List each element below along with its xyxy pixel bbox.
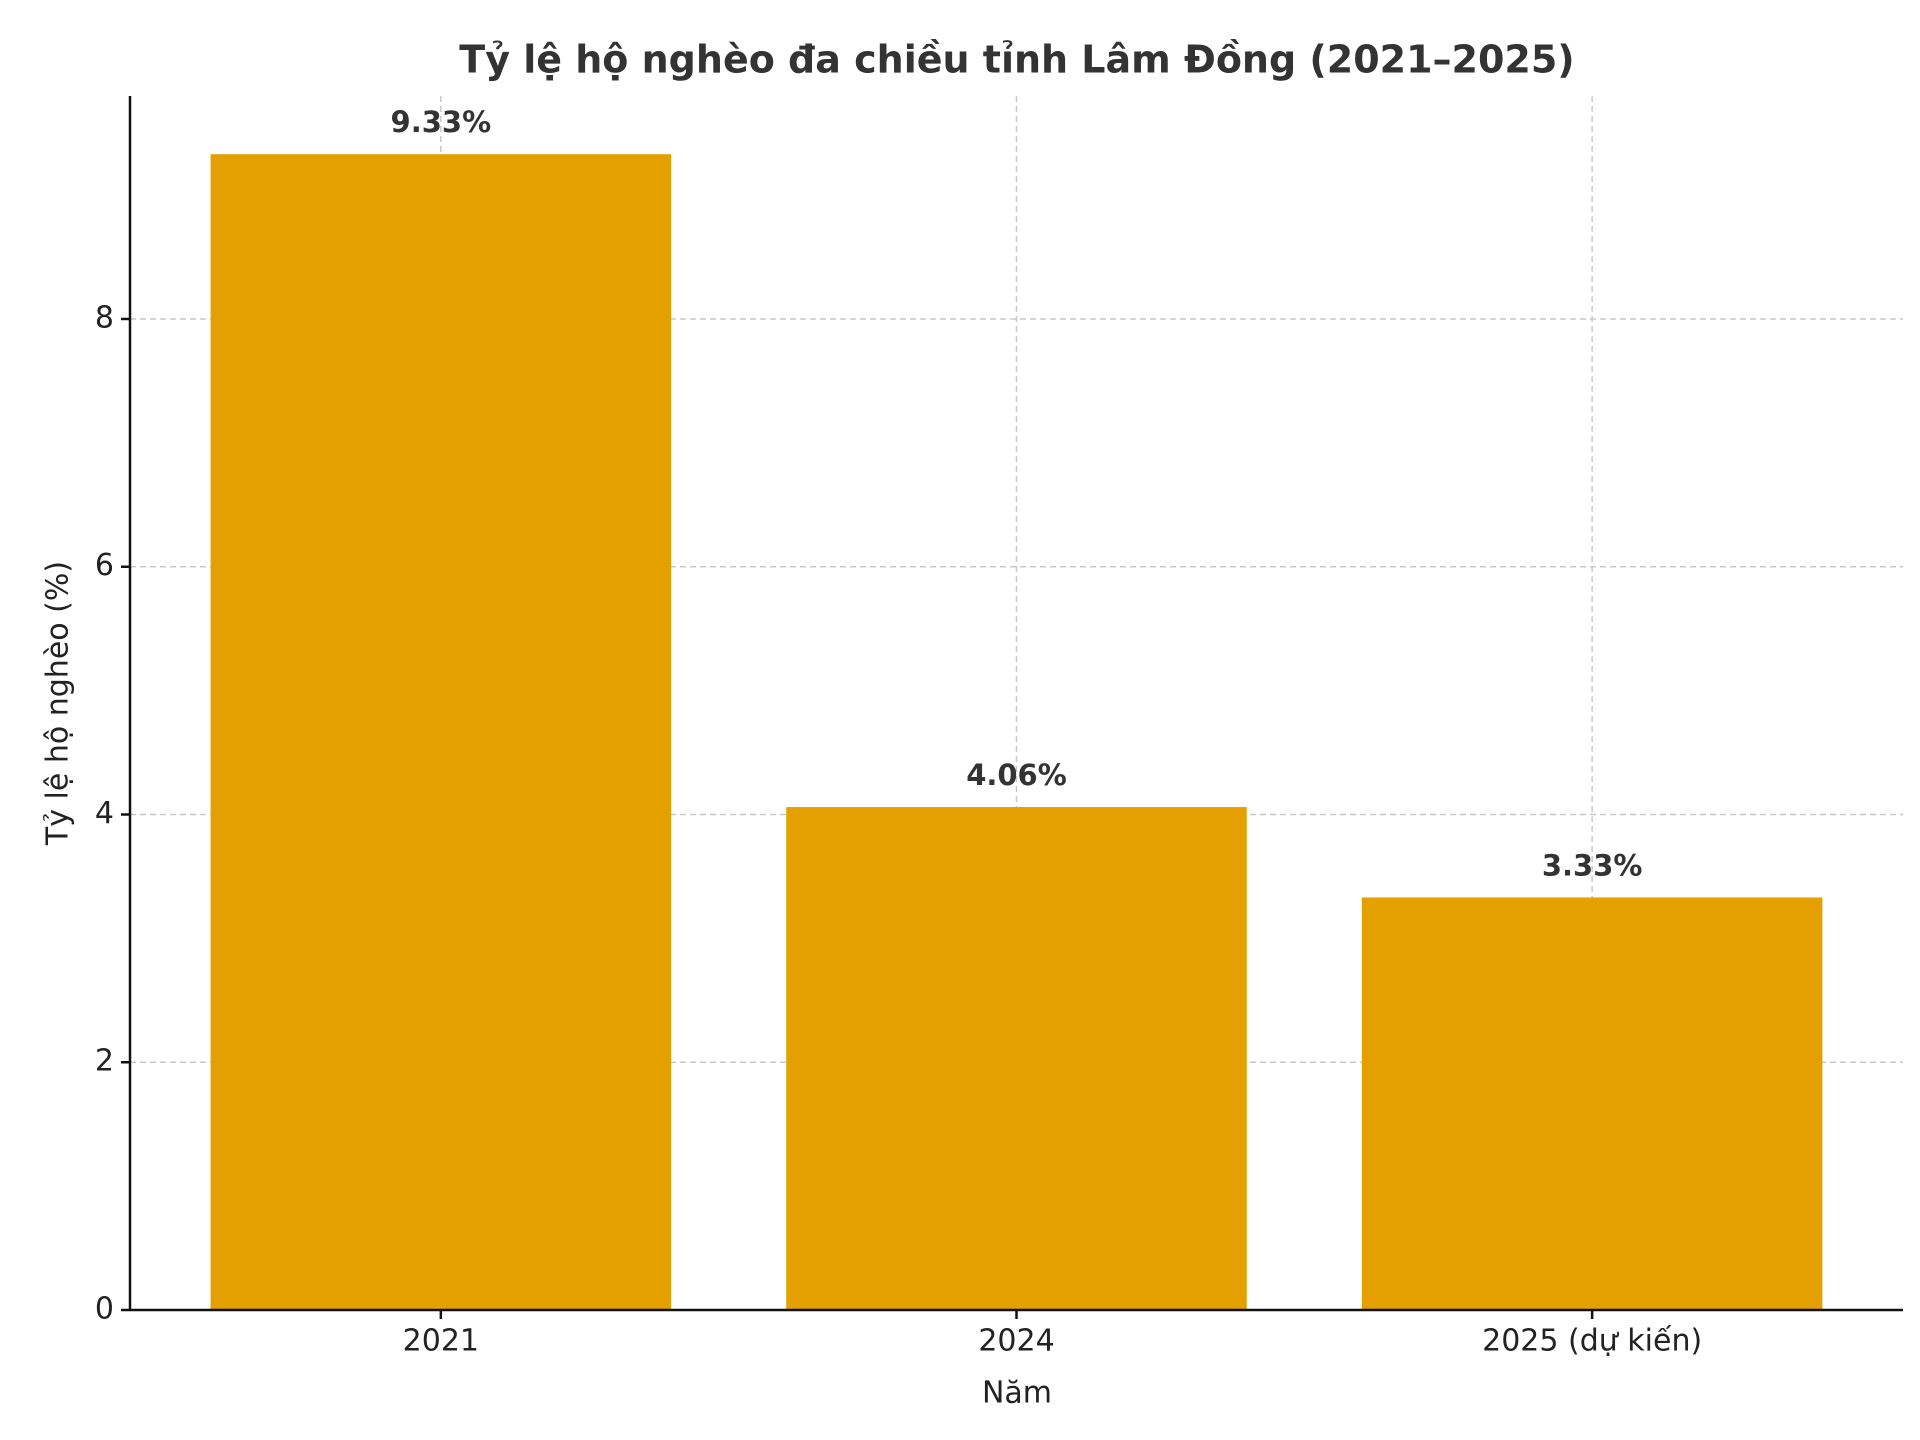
bar bbox=[1361, 897, 1823, 1310]
y-tick-label: 6 bbox=[95, 548, 114, 583]
bar bbox=[210, 154, 672, 1311]
value-label: 9.33% bbox=[391, 105, 492, 139]
x-tick-label: 2025 (dự kiến) bbox=[1482, 1324, 1702, 1359]
bar bbox=[786, 807, 1247, 1310]
x-tick-label: 2024 bbox=[978, 1324, 1054, 1359]
y-axis-label: Tỷ lệ hộ nghèo (%) bbox=[41, 561, 76, 846]
y-tick-label: 2 bbox=[95, 1044, 114, 1079]
x-axis-label: Năm bbox=[982, 1376, 1052, 1411]
value-label: 4.06% bbox=[966, 758, 1067, 792]
x-tick-label: 2021 bbox=[403, 1324, 479, 1359]
y-tick-label: 8 bbox=[95, 300, 114, 335]
y-tick-label: 0 bbox=[95, 1292, 114, 1327]
chart-title: Tỷ lệ hộ nghèo đa chiều tỉnh Lâm Đồng (2… bbox=[459, 38, 1574, 82]
y-tick-label: 4 bbox=[95, 796, 114, 831]
value-label: 3.33% bbox=[1542, 848, 1643, 882]
